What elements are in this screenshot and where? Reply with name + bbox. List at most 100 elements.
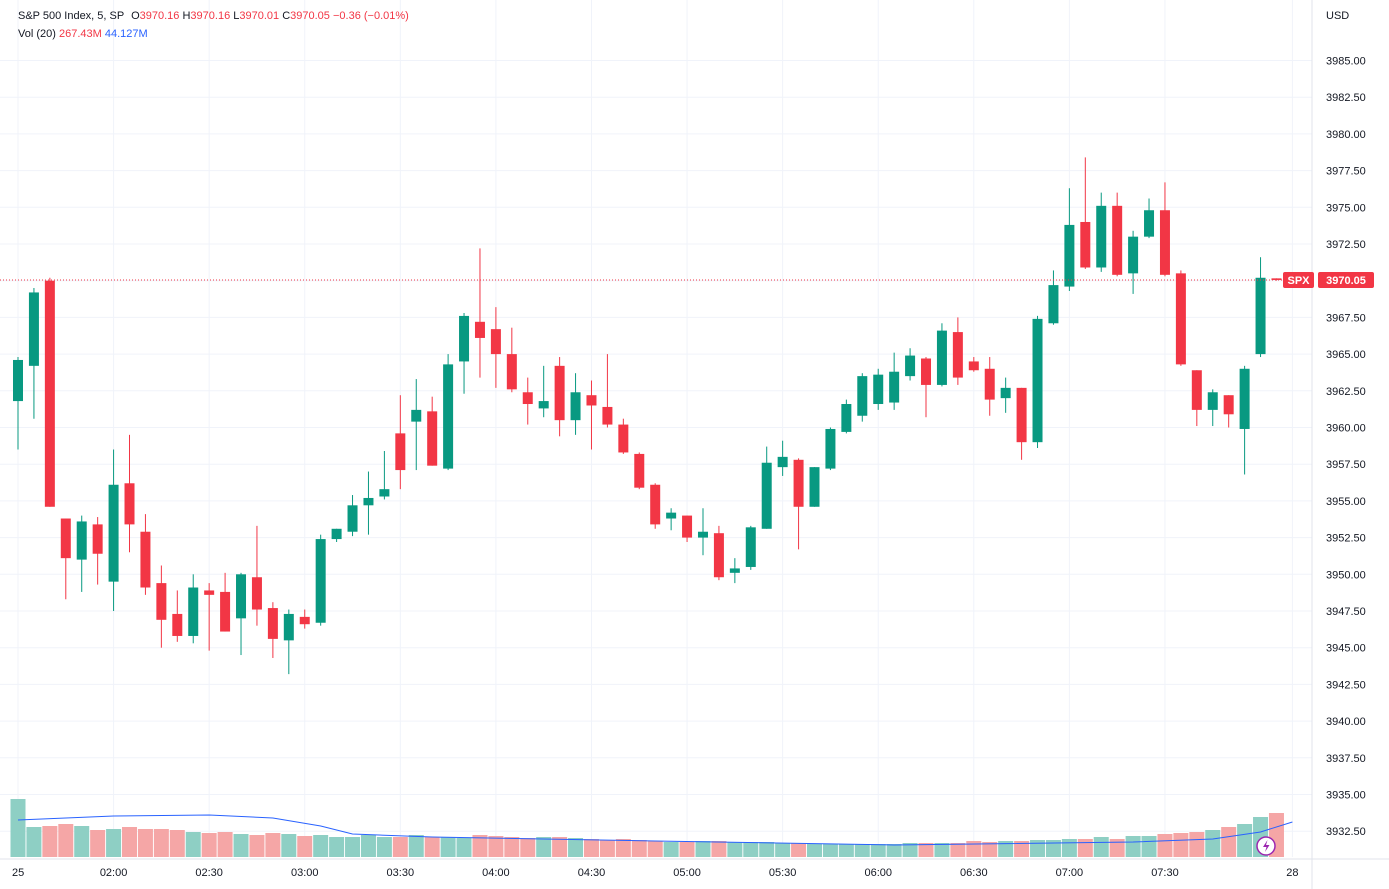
candle-body bbox=[1255, 277, 1266, 355]
candle-body bbox=[1112, 205, 1123, 275]
volume-ma-line bbox=[17, 814, 1293, 846]
candle-body bbox=[873, 374, 884, 405]
volume-bar bbox=[1077, 839, 1093, 857]
candle-body bbox=[841, 404, 852, 432]
candle-body bbox=[92, 524, 103, 554]
price-tick-label: 3957.50 bbox=[1326, 459, 1366, 471]
candle-body bbox=[713, 533, 724, 578]
volume-bar bbox=[1141, 836, 1157, 857]
volume-bar bbox=[1221, 827, 1237, 857]
volume-bar bbox=[488, 836, 504, 857]
candle-body bbox=[427, 411, 438, 466]
candle-body bbox=[443, 364, 454, 469]
volume-bar bbox=[42, 826, 58, 857]
volume-bar bbox=[902, 843, 918, 857]
volume-bar bbox=[1189, 832, 1205, 857]
candle-body bbox=[936, 330, 947, 385]
candle-body bbox=[554, 365, 565, 421]
candle-body bbox=[1175, 273, 1186, 365]
volume-bar bbox=[854, 844, 870, 857]
volume-bar bbox=[615, 839, 631, 857]
price-tick-label: 3945.00 bbox=[1326, 643, 1366, 655]
candle-body bbox=[952, 332, 963, 378]
volume-legend: Vol (20) 267.43M 44.127M bbox=[18, 28, 148, 40]
candle-body bbox=[968, 361, 979, 371]
candle-body bbox=[347, 505, 358, 532]
volume-label[interactable]: Vol (20) bbox=[18, 28, 56, 40]
price-tick-label: 3980.00 bbox=[1326, 129, 1366, 141]
candle-body bbox=[108, 484, 119, 582]
volume-bar bbox=[376, 837, 392, 857]
volume-bar bbox=[1205, 830, 1221, 857]
candle-body bbox=[1032, 318, 1043, 443]
candle-body bbox=[156, 583, 167, 620]
high-label: H bbox=[182, 10, 191, 22]
time-tick-label: 28 bbox=[1286, 867, 1298, 879]
volume-bar bbox=[217, 832, 233, 857]
price-tick-label: 3947.50 bbox=[1326, 606, 1366, 618]
volume-bar bbox=[408, 835, 424, 857]
time-tick-label: 05:00 bbox=[673, 867, 701, 879]
currency-label[interactable]: USD bbox=[1326, 10, 1350, 22]
volume-bar bbox=[297, 836, 313, 857]
volume-bar bbox=[663, 842, 679, 857]
time-tick-label: 05:30 bbox=[769, 867, 797, 879]
candle-body bbox=[825, 428, 836, 469]
candle-body bbox=[777, 456, 788, 468]
candle-body bbox=[1080, 221, 1091, 268]
candle-body bbox=[267, 608, 278, 639]
candle-body bbox=[793, 459, 804, 507]
volume-bar bbox=[424, 837, 440, 857]
candle-body bbox=[315, 539, 326, 623]
candle-body bbox=[60, 518, 71, 559]
close-value: 3970.05 bbox=[290, 10, 330, 22]
change-value: −0.36 (−0.01%) bbox=[332, 10, 409, 22]
volume-bar bbox=[791, 843, 807, 857]
symbol-title[interactable]: S&P 500 Index, 5, SP bbox=[18, 10, 125, 22]
replay-icon[interactable] bbox=[1256, 836, 1276, 856]
volume-bar bbox=[329, 837, 345, 857]
candle-body bbox=[809, 467, 820, 507]
volume-bar bbox=[233, 834, 249, 857]
time-axis[interactable]: 25 02:00 02:30 03:00 03:30 04:00 04:30 05:00 05:… bbox=[12, 867, 1299, 879]
volume-bar bbox=[1030, 840, 1046, 857]
price-tag-bg bbox=[1318, 272, 1374, 288]
close-label: C bbox=[282, 10, 291, 22]
volume-bar bbox=[1093, 837, 1109, 857]
candle-body bbox=[921, 358, 932, 385]
volume-bar bbox=[552, 837, 568, 857]
candle-body bbox=[570, 392, 581, 421]
candle-body bbox=[682, 515, 693, 538]
volume-bar bbox=[568, 838, 584, 857]
candle-body bbox=[1000, 387, 1011, 399]
volume-bars bbox=[10, 799, 1284, 857]
candle-body bbox=[889, 371, 900, 403]
volume-bar bbox=[647, 841, 663, 857]
candle-body bbox=[411, 409, 422, 422]
volume-bar bbox=[1061, 839, 1077, 857]
candle-body bbox=[1144, 210, 1155, 237]
volume-bar bbox=[822, 844, 838, 857]
volume-bar bbox=[759, 842, 775, 857]
candle-body bbox=[1016, 387, 1027, 443]
volume-bar bbox=[1109, 839, 1125, 857]
candle-body bbox=[474, 321, 485, 338]
candle-body bbox=[697, 531, 708, 538]
candle-body bbox=[13, 359, 23, 402]
volume-bar bbox=[807, 844, 822, 857]
price-tick-label: 3955.00 bbox=[1326, 496, 1366, 508]
candle-body bbox=[538, 401, 549, 409]
price-axis[interactable]: 3985.00 3982.50 3980.00 3977.50 3975.00 3972.… bbox=[1326, 56, 1366, 839]
volume-bar bbox=[950, 843, 966, 857]
candle-body bbox=[618, 424, 629, 453]
candle-body bbox=[44, 280, 55, 507]
volume-bar bbox=[934, 843, 950, 857]
candle-body bbox=[1159, 210, 1170, 275]
volume-bar bbox=[982, 842, 998, 857]
price-tick-label: 3975.00 bbox=[1326, 202, 1366, 214]
volume-bar bbox=[536, 837, 552, 857]
volume-bar bbox=[58, 824, 74, 857]
volume-bar bbox=[870, 844, 886, 857]
volume-bar bbox=[74, 826, 90, 857]
